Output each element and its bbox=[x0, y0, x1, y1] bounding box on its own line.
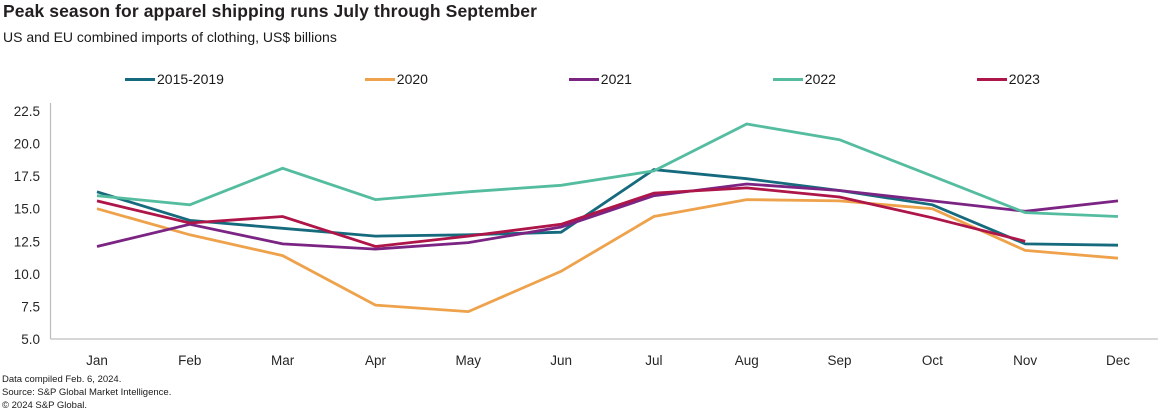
legend-item-2021: 2021 bbox=[568, 71, 632, 87]
legend-swatch-2023 bbox=[976, 77, 1007, 81]
x-tick-label: Mar bbox=[271, 353, 295, 368]
x-tick-label: Oct bbox=[922, 353, 943, 368]
x-tick-label: Apr bbox=[365, 353, 387, 368]
series-line-2022 bbox=[96, 122, 1119, 218]
y-tick-label: 15.0 bbox=[14, 202, 40, 217]
legend-swatch-2015-2019 bbox=[125, 77, 155, 81]
legend-item-2023: 2023 bbox=[976, 71, 1040, 87]
chart-subtitle: US and EU combined imports of clothing, … bbox=[3, 29, 337, 45]
x-tick-label: Jun bbox=[550, 353, 572, 368]
legend-label: 2015-2019 bbox=[157, 71, 224, 87]
y-tick-label: 5.0 bbox=[21, 332, 40, 347]
legend-swatch-2021 bbox=[568, 77, 599, 81]
x-tick-label: Jan bbox=[86, 353, 108, 368]
x-tick-label: Nov bbox=[1013, 353, 1037, 368]
x-tick-label: Aug bbox=[735, 353, 759, 368]
x-tick-label: Sep bbox=[828, 353, 852, 368]
x-tick-label: May bbox=[456, 353, 482, 368]
legend-label: 2022 bbox=[804, 71, 836, 87]
x-tick-label: Jul bbox=[645, 353, 662, 368]
legend-label: 2020 bbox=[396, 71, 428, 87]
footer-notes: Data compiled Feb. 6, 2024. Source: S&P … bbox=[2, 373, 171, 412]
footer-source-note: Source: S&P Global Market Intelligence. bbox=[2, 387, 172, 398]
y-tick-label: 10.0 bbox=[14, 267, 40, 282]
series-line-2015-2019 bbox=[96, 168, 1119, 247]
series-line-2020 bbox=[96, 198, 1119, 314]
legend-label: 2021 bbox=[600, 71, 632, 87]
y-tick-label: 22.5 bbox=[14, 104, 40, 119]
y-tick-label: 12.5 bbox=[14, 234, 40, 249]
legend-swatch-2020 bbox=[364, 77, 395, 81]
footer-copyright-note: © 2024 S&P Global. bbox=[2, 400, 87, 411]
legend: 2015-2019 2020 2021 2022 2023 bbox=[125, 70, 1040, 88]
legend-label: 2023 bbox=[1008, 71, 1040, 87]
line-chart: 5.0 7.5 10.0 12.5 15.0 17.5 20.0 22.5 Jan Feb Mar A… bbox=[14, 103, 1158, 368]
chart-title: Peak season for apparel shipping runs Ju… bbox=[3, 1, 538, 21]
legend-swatch-2022 bbox=[772, 77, 803, 81]
y-tick-label: 20.0 bbox=[14, 137, 40, 152]
series-line-2023 bbox=[96, 186, 1026, 248]
legend-item-2022: 2022 bbox=[772, 71, 836, 87]
legend-item-2015-2019: 2015-2019 bbox=[125, 71, 224, 87]
legend-item-2020: 2020 bbox=[364, 71, 428, 87]
footer-compiled-note: Data compiled Feb. 6, 2024. bbox=[2, 374, 122, 385]
y-tick-label: 17.5 bbox=[14, 169, 40, 184]
series-line-2021 bbox=[96, 182, 1119, 251]
x-tick-label: Dec bbox=[1106, 353, 1130, 368]
x-tick-label: Feb bbox=[178, 353, 201, 368]
y-tick-label: 7.5 bbox=[21, 299, 40, 314]
